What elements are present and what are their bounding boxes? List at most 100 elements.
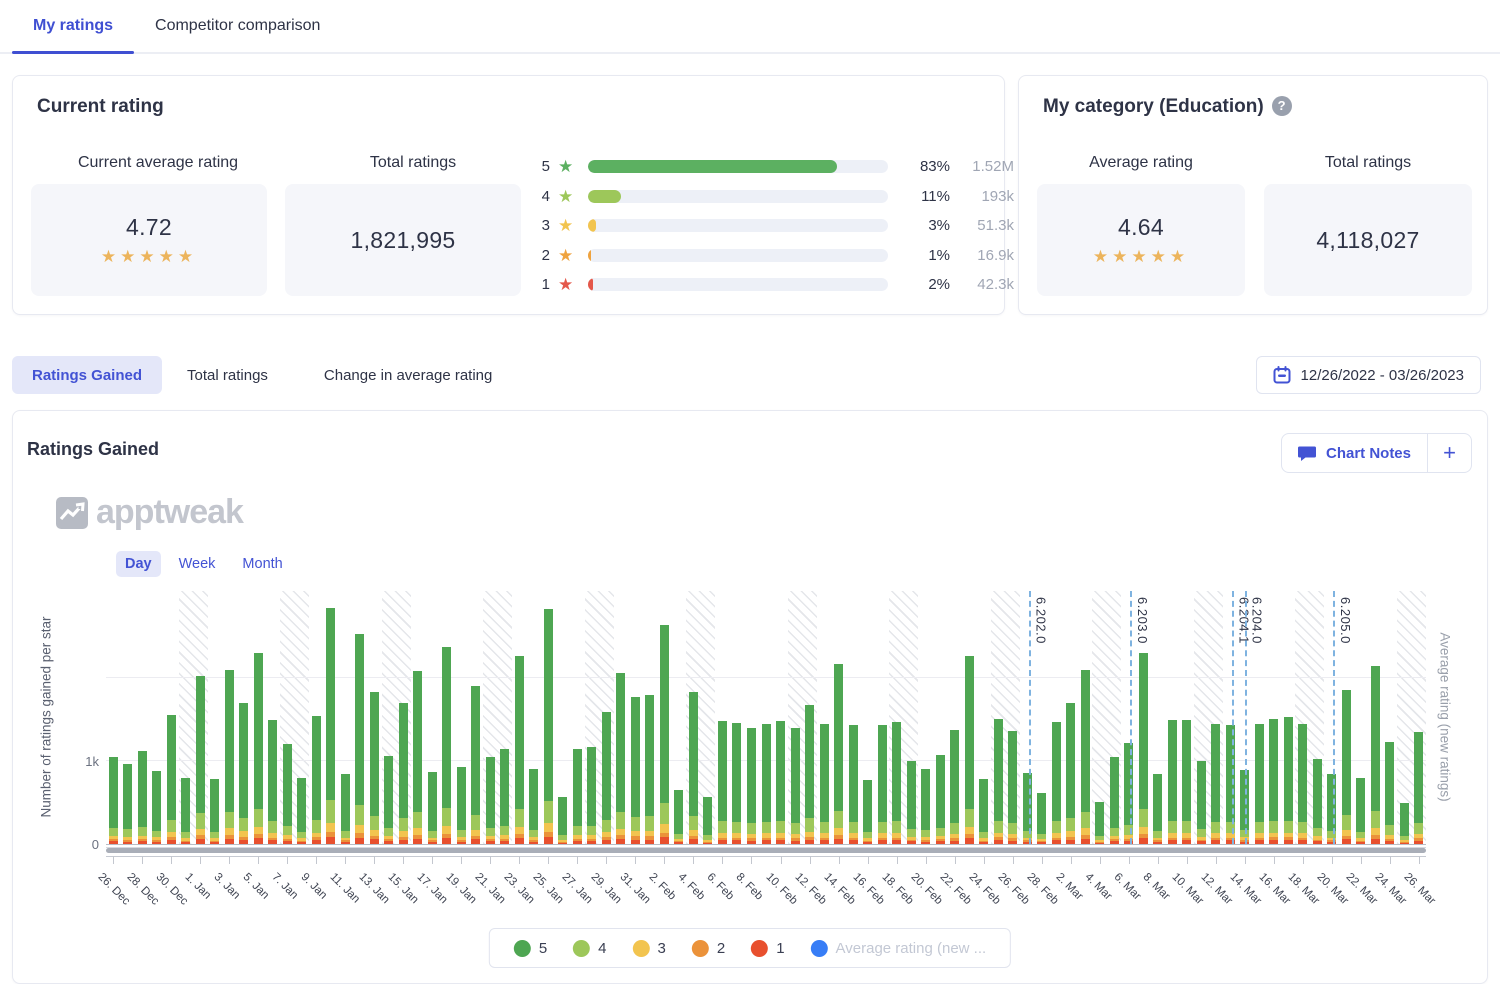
stacked-bar[interactable] bbox=[326, 607, 336, 844]
granularity-day[interactable]: Day bbox=[116, 551, 161, 577]
stacked-bar[interactable] bbox=[500, 748, 510, 844]
stacked-bar[interactable] bbox=[1051, 722, 1061, 844]
stacked-bar[interactable] bbox=[645, 694, 655, 844]
stacked-bar[interactable] bbox=[137, 751, 147, 844]
stacked-bar[interactable] bbox=[1167, 719, 1177, 844]
stacked-bar[interactable] bbox=[1298, 723, 1308, 844]
legend-item[interactable]: 3 bbox=[632, 939, 666, 957]
add-chart-note-button[interactable]: + bbox=[1427, 434, 1471, 472]
stacked-bar[interactable] bbox=[674, 790, 684, 844]
stacked-bar[interactable] bbox=[1327, 773, 1337, 845]
stacked-bar[interactable] bbox=[950, 729, 960, 844]
tab-change-in-average-rating[interactable]: Change in average rating bbox=[323, 366, 493, 384]
stacked-bar[interactable] bbox=[1356, 778, 1366, 844]
stacked-bar[interactable] bbox=[471, 686, 481, 844]
stacked-bar[interactable] bbox=[456, 766, 466, 844]
legend-item[interactable]: 1 bbox=[751, 939, 785, 957]
stacked-bar[interactable] bbox=[268, 719, 278, 844]
help-icon[interactable]: ? bbox=[1271, 96, 1292, 116]
stacked-bar[interactable] bbox=[805, 705, 815, 844]
stacked-bar[interactable] bbox=[224, 669, 234, 844]
tab-total-ratings[interactable]: Total ratings bbox=[187, 366, 268, 384]
stacked-bar[interactable] bbox=[340, 773, 350, 845]
stacked-bar[interactable] bbox=[921, 769, 931, 844]
stacked-bar[interactable] bbox=[616, 673, 626, 844]
stacked-bar[interactable] bbox=[558, 796, 568, 844]
stacked-bar[interactable] bbox=[485, 756, 495, 844]
stacked-bar[interactable] bbox=[427, 771, 437, 844]
stacked-bar[interactable] bbox=[892, 722, 902, 844]
stacked-bar[interactable] bbox=[979, 779, 989, 844]
stacked-bar[interactable] bbox=[355, 634, 365, 844]
stacked-bar[interactable] bbox=[1153, 774, 1163, 844]
stacked-bar[interactable] bbox=[1008, 731, 1018, 844]
legend-item[interactable]: 2 bbox=[691, 939, 725, 957]
tab-competitor-comparison[interactable]: Competitor comparison bbox=[155, 17, 321, 34]
stacked-bar[interactable] bbox=[1312, 759, 1322, 844]
stacked-bar[interactable] bbox=[369, 692, 379, 844]
legend-item[interactable]: Average rating (new ... bbox=[810, 939, 986, 957]
stacked-bar[interactable] bbox=[630, 697, 640, 844]
stacked-bar[interactable] bbox=[1283, 717, 1293, 844]
stacked-bar[interactable] bbox=[819, 723, 829, 844]
stacked-bar[interactable] bbox=[1066, 702, 1076, 844]
stacked-bar[interactable] bbox=[297, 778, 307, 844]
stacked-bar[interactable] bbox=[1414, 732, 1424, 844]
stacked-bar[interactable] bbox=[1182, 720, 1192, 844]
legend-item[interactable]: 5 bbox=[513, 939, 547, 957]
stacked-bar[interactable] bbox=[761, 723, 771, 844]
stacked-bar[interactable] bbox=[848, 724, 858, 844]
stacked-bar[interactable] bbox=[717, 721, 727, 844]
stacked-bar[interactable] bbox=[746, 727, 756, 844]
stacked-bar[interactable] bbox=[282, 744, 292, 844]
version-marker-line[interactable] bbox=[1244, 591, 1247, 844]
stacked-bar[interactable] bbox=[1022, 772, 1032, 844]
stacked-bar[interactable] bbox=[659, 625, 669, 844]
stacked-bar[interactable] bbox=[790, 727, 800, 844]
stacked-bar[interactable] bbox=[601, 712, 611, 844]
granularity-week[interactable]: Week bbox=[178, 556, 216, 572]
date-range-picker[interactable]: 12/26/2022 - 03/26/2023 bbox=[1255, 356, 1481, 394]
stacked-bar[interactable] bbox=[253, 653, 263, 844]
stacked-bar[interactable] bbox=[239, 702, 249, 844]
stacked-bar[interactable] bbox=[543, 609, 553, 844]
stacked-bar[interactable] bbox=[108, 756, 118, 844]
stacked-bar[interactable] bbox=[529, 768, 539, 844]
version-marker-line[interactable] bbox=[1333, 591, 1336, 844]
stacked-bar[interactable] bbox=[1341, 689, 1351, 844]
version-marker-line[interactable] bbox=[1130, 591, 1133, 844]
stacked-bar[interactable] bbox=[993, 718, 1003, 844]
stacked-bar[interactable] bbox=[1095, 801, 1105, 844]
stacked-bar[interactable] bbox=[863, 780, 873, 844]
stacked-bar[interactable] bbox=[1080, 669, 1090, 844]
stacked-bar[interactable] bbox=[688, 692, 698, 844]
stacked-bar[interactable] bbox=[442, 647, 452, 844]
version-marker-line[interactable] bbox=[1231, 591, 1234, 844]
stacked-bar[interactable] bbox=[1370, 665, 1380, 844]
stacked-bar[interactable] bbox=[123, 764, 133, 844]
legend-item[interactable]: 4 bbox=[573, 939, 607, 957]
stacked-bar[interactable] bbox=[181, 777, 191, 844]
tab-ratings-gained[interactable]: Ratings Gained bbox=[12, 356, 163, 394]
stacked-bar[interactable] bbox=[1385, 741, 1395, 844]
stacked-bar[interactable] bbox=[384, 756, 394, 844]
stacked-bar[interactable] bbox=[935, 755, 945, 844]
stacked-bar[interactable] bbox=[1254, 723, 1264, 844]
tab-my-ratings[interactable]: My ratings bbox=[12, 0, 135, 54]
stacked-bar[interactable] bbox=[1037, 792, 1047, 844]
stacked-bar[interactable] bbox=[1138, 653, 1148, 844]
stacked-bar[interactable] bbox=[514, 655, 524, 844]
chart-horizontal-scrollbar[interactable] bbox=[106, 848, 1426, 853]
stacked-bar[interactable] bbox=[732, 722, 742, 844]
stacked-bar[interactable] bbox=[398, 702, 408, 844]
stacked-bar[interactable] bbox=[1196, 761, 1206, 844]
stacked-bar[interactable] bbox=[1399, 802, 1409, 844]
stacked-bar[interactable] bbox=[572, 748, 582, 844]
version-marker-line[interactable] bbox=[1028, 591, 1031, 844]
stacked-bar[interactable] bbox=[1124, 742, 1134, 844]
stacked-bar[interactable] bbox=[413, 671, 423, 844]
stacked-bar[interactable] bbox=[776, 721, 785, 844]
stacked-bar[interactable] bbox=[834, 664, 844, 844]
stacked-bar[interactable] bbox=[152, 771, 162, 844]
stacked-bar[interactable] bbox=[703, 796, 713, 844]
